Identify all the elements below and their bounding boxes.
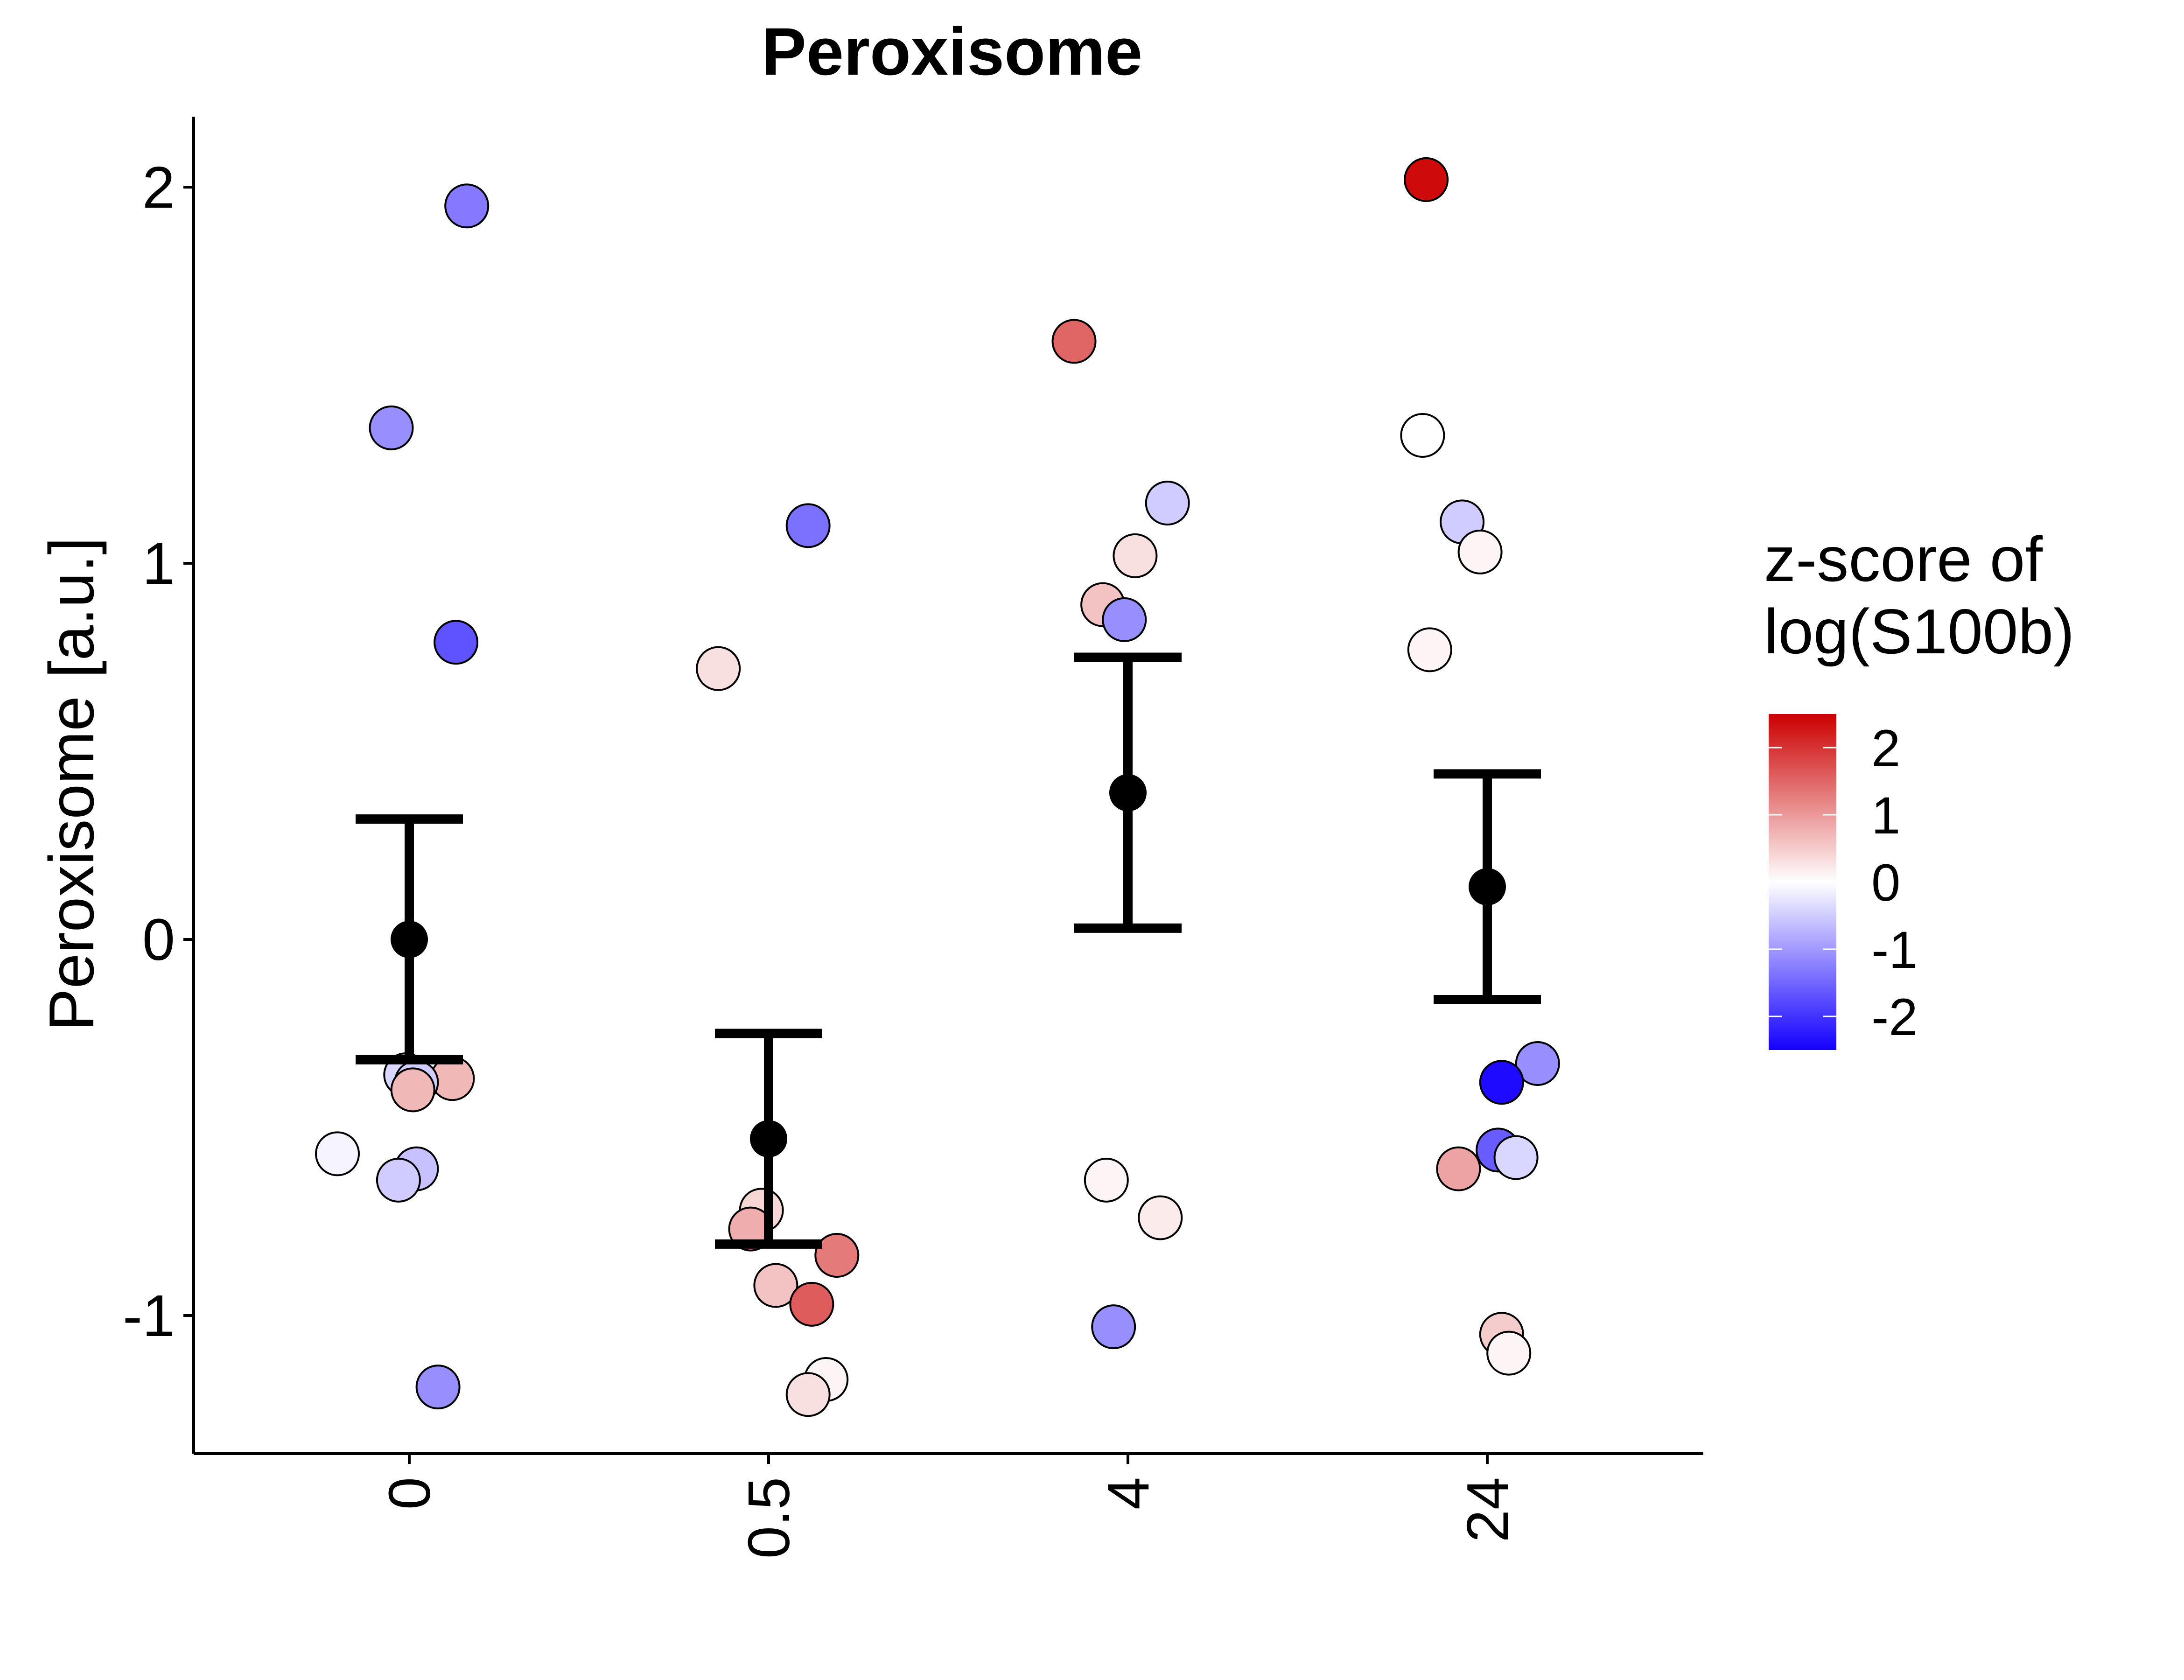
summary-24	[1434, 774, 1541, 1000]
data-point	[434, 621, 477, 664]
data-point	[1103, 598, 1146, 641]
data-point	[377, 1159, 420, 1202]
data-points	[316, 158, 1559, 1416]
x-tick-label: 0.5	[736, 1477, 802, 1559]
data-point	[787, 1373, 830, 1416]
summary-markers	[356, 658, 1541, 1244]
legend: z-score of log(S100b) 2 1 0 -1 -2	[1764, 524, 2074, 1050]
mean-point	[391, 921, 428, 958]
y-ticks: -1 0 1 2	[123, 154, 194, 1349]
data-point	[1487, 1332, 1530, 1375]
legend-tick-label: -2	[1871, 988, 1918, 1046]
data-point	[1085, 1159, 1128, 1202]
summary-4	[1074, 658, 1182, 928]
mean-point	[1469, 868, 1506, 905]
data-point	[1092, 1305, 1135, 1348]
data-point	[1480, 1061, 1523, 1104]
data-point	[697, 647, 740, 690]
plot-area: -1 0 1 2 0 0.5 4 24	[123, 117, 1703, 1559]
legend-tick-label: 2	[1871, 719, 1900, 777]
x-ticks: 0 0.5 4 24	[377, 1454, 1520, 1559]
legend-tick-label: 1	[1871, 786, 1900, 845]
data-point	[1495, 1136, 1538, 1179]
data-point	[1146, 482, 1189, 525]
data-point	[370, 406, 413, 449]
y-tick-label: 2	[142, 154, 175, 220]
data-point	[1405, 158, 1448, 201]
data-point	[1401, 414, 1444, 457]
data-point	[787, 504, 830, 547]
summary-0.5	[715, 1034, 822, 1244]
legend-tick-label: -1	[1871, 921, 1918, 979]
data-point	[1437, 1148, 1480, 1190]
data-point	[316, 1132, 359, 1175]
y-axis-label: Peroxisome [a.u.]	[36, 537, 107, 1031]
data-point	[1459, 531, 1502, 574]
data-point	[1408, 628, 1451, 671]
data-point	[790, 1283, 833, 1326]
data-point	[1053, 320, 1096, 363]
y-tick-label: 0	[142, 907, 175, 973]
legend-title-line-2: log(S100b)	[1764, 596, 2074, 667]
x-tick-label: 24	[1455, 1477, 1520, 1542]
data-point	[417, 1365, 460, 1408]
data-point	[392, 1068, 434, 1111]
data-point	[445, 184, 488, 227]
y-tick-label: -1	[123, 1283, 175, 1349]
legend-tick-label: 0	[1871, 854, 1900, 912]
summary-0	[356, 819, 463, 1060]
chart-title: Peroxisome	[762, 14, 1142, 89]
mean-point	[750, 1120, 787, 1157]
data-point	[1139, 1196, 1182, 1239]
x-tick-label: 0	[377, 1477, 442, 1510]
legend-title-line-1: z-score of	[1764, 524, 2043, 595]
y-tick-label: 1	[142, 531, 175, 596]
data-point	[1113, 534, 1156, 577]
x-tick-label: 4	[1095, 1477, 1161, 1510]
mean-point	[1109, 774, 1147, 812]
